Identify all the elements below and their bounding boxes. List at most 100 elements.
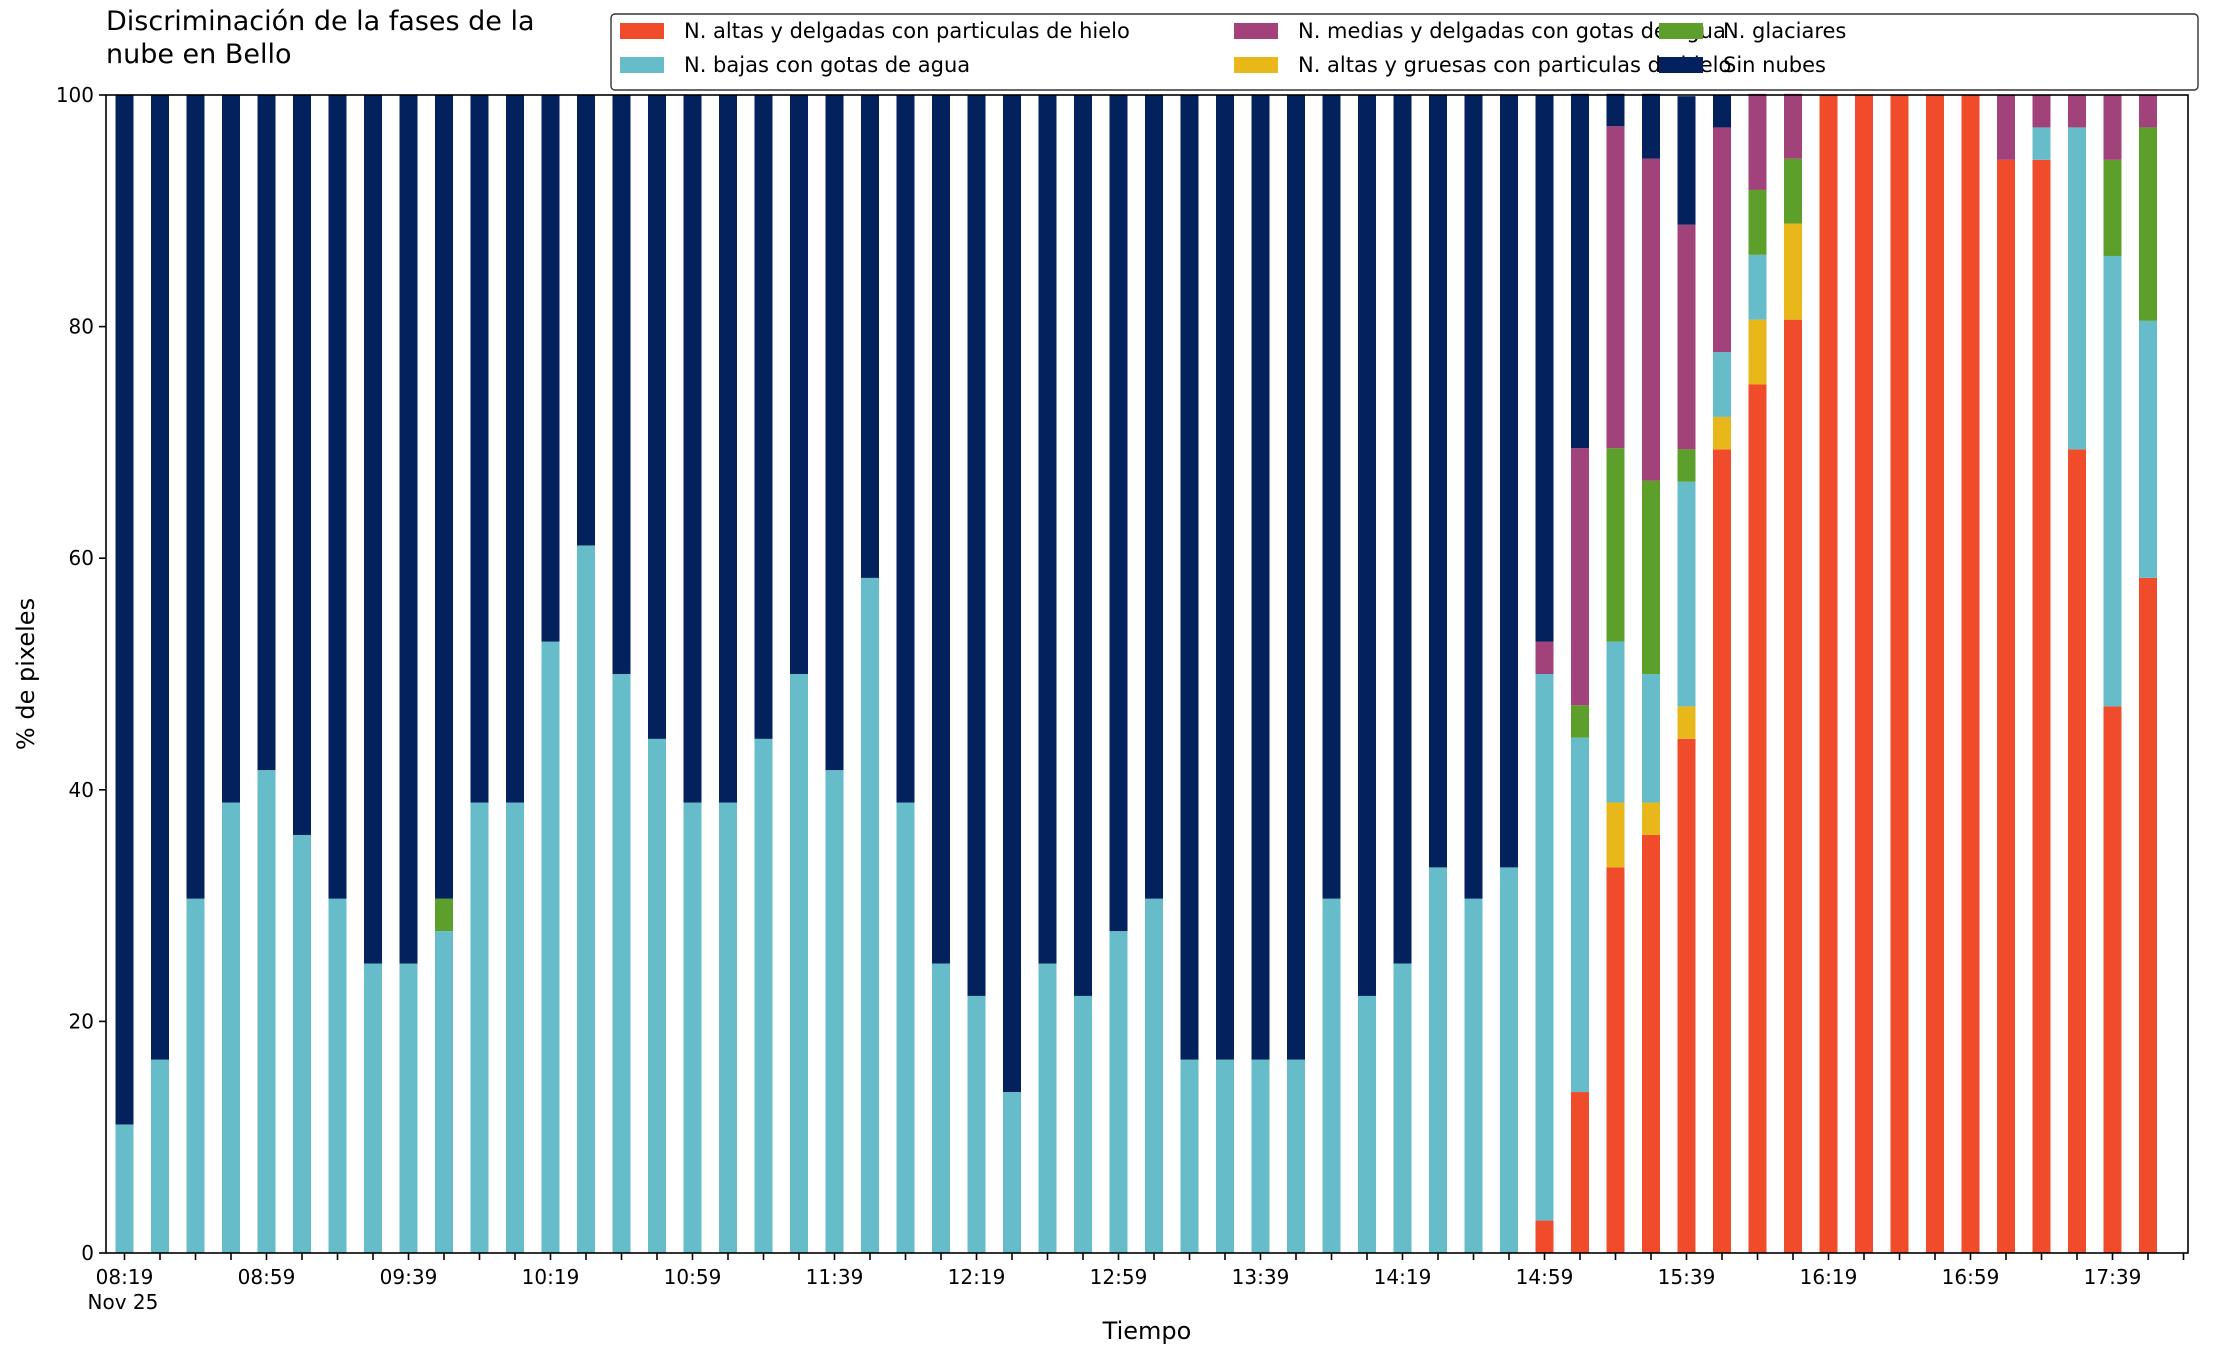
bar-segment xyxy=(1997,95,2015,160)
bar-segment xyxy=(932,963,950,1253)
y-tick-label: 100 xyxy=(56,83,94,107)
bar-segment xyxy=(1997,159,2015,1254)
bar-segment xyxy=(1713,352,1731,417)
bar-segment xyxy=(2068,127,2086,450)
bar-segment xyxy=(1713,95,1731,128)
bar-segment xyxy=(825,95,844,771)
chart-title-line: Discriminación de la fases de la xyxy=(106,6,535,37)
bar-segment xyxy=(1784,93,1802,159)
x-tick-label: 11:39 xyxy=(806,1265,864,1289)
bar-segment xyxy=(1606,802,1625,868)
bar-segment xyxy=(1535,641,1554,674)
x-tick-label: 14:59 xyxy=(1516,1265,1574,1289)
legend-label: N. bajas con gotas de agua xyxy=(684,53,970,77)
bar-segment xyxy=(2103,255,2122,707)
bar-segment xyxy=(1642,802,1660,835)
x-tick-label-line: 12:19 xyxy=(948,1265,1006,1289)
bar-segment xyxy=(1464,898,1483,1253)
legend-label: N. glaciares xyxy=(1723,19,1846,43)
bar-segment xyxy=(1251,95,1270,1060)
bar-segment xyxy=(1677,449,1696,482)
legend-swatch xyxy=(620,23,664,39)
bar-segment xyxy=(648,738,666,1253)
x-tick-label-line: 08:59 xyxy=(238,1265,296,1289)
bar-segment xyxy=(1606,867,1625,1253)
bar-segment xyxy=(293,834,311,1253)
x-tick-label-line: Nov 25 xyxy=(88,1290,159,1314)
bar-segment xyxy=(470,802,489,1253)
x-tick-label: 16:19 xyxy=(1800,1265,1858,1289)
bar-segment xyxy=(1677,738,1696,1253)
bar-segment xyxy=(612,95,631,674)
x-tick-label-line: 15:39 xyxy=(1658,1265,1716,1289)
legend-label: N. medias y delgadas con gotas de agua xyxy=(1298,19,1726,43)
x-axis-label: Tiempo xyxy=(1102,1317,1192,1345)
bar-segment xyxy=(2032,127,2051,160)
bar-segment xyxy=(1145,898,1163,1253)
bar-segment xyxy=(1677,224,1696,450)
bar-segment xyxy=(1180,1059,1199,1253)
x-tick-label-line: 14:19 xyxy=(1374,1265,1432,1289)
bar-segment xyxy=(1251,1059,1270,1253)
x-tick-label: 12:19 xyxy=(948,1265,1006,1289)
x-tick-label: 10:19 xyxy=(522,1265,580,1289)
bar-segment xyxy=(1642,158,1660,481)
bar-segment xyxy=(1855,95,1873,1253)
bar-segment xyxy=(1606,93,1625,127)
bar-segment xyxy=(151,95,169,1060)
x-tick-label-line: 16:19 xyxy=(1800,1265,1858,1289)
legend-swatch xyxy=(1234,57,1278,73)
bar-segment xyxy=(1393,963,1412,1253)
y-tick-label: 40 xyxy=(69,778,94,802)
x-tick-label: 12:59 xyxy=(1090,1265,1148,1289)
bar-segment xyxy=(1109,931,1128,1253)
bar-segment xyxy=(1748,384,1767,1253)
bar-segment xyxy=(1038,963,1057,1253)
bar-segment xyxy=(577,545,595,1253)
bar-segment xyxy=(222,802,240,1253)
chart-title: Discriminación de la fases de la nube en … xyxy=(106,6,535,70)
bar-segment xyxy=(2139,95,2157,128)
bar-segment xyxy=(1926,95,1944,1253)
bar-segment xyxy=(1322,898,1341,1253)
bar-segment xyxy=(1500,867,1518,1253)
bar-segment xyxy=(328,898,347,1253)
bar-segment xyxy=(1677,481,1696,707)
bar-segment xyxy=(1500,95,1518,868)
bar-segment xyxy=(1429,95,1447,868)
bar-segment xyxy=(1606,641,1625,803)
bar-segment xyxy=(1038,95,1057,964)
x-tick-label-line: 12:59 xyxy=(1090,1265,1148,1289)
bar-segment xyxy=(257,770,276,1253)
bar-segment xyxy=(257,95,276,771)
bar-segment xyxy=(719,802,737,1253)
bar-segment xyxy=(2103,95,2122,160)
bar-segment xyxy=(1748,319,1767,385)
x-tick-label-line: 13:39 xyxy=(1232,1265,1290,1289)
bar-segment xyxy=(2068,449,2086,1254)
bar-segment xyxy=(1145,95,1163,899)
x-tick-label: 10:59 xyxy=(664,1265,722,1289)
bar-segment xyxy=(151,1059,169,1253)
bar-segment xyxy=(186,95,205,899)
bar-segment xyxy=(754,738,773,1253)
bar-segment xyxy=(399,963,418,1253)
legend-swatch xyxy=(1659,23,1703,39)
bar-segment xyxy=(506,802,524,1253)
legend-label: Sin nubes xyxy=(1723,53,1826,77)
bar-segment xyxy=(2139,320,2157,578)
bars-layer xyxy=(115,93,2157,1254)
bar-segment xyxy=(1074,95,1092,996)
bar-segment xyxy=(1819,95,1838,1253)
bar-segment xyxy=(1713,449,1731,1254)
bar-segment xyxy=(328,95,347,899)
bar-segment xyxy=(1642,834,1660,1253)
bar-segment xyxy=(506,95,524,803)
bar-segment xyxy=(2103,159,2122,256)
y-axis-label: % de pixeles xyxy=(12,598,40,750)
legend: N. altas y delgadas con particulas de hi… xyxy=(610,13,2199,91)
legend-frame xyxy=(610,13,2199,91)
bar-segment xyxy=(967,995,986,1253)
bar-segment xyxy=(1074,995,1092,1253)
bar-segment xyxy=(1642,480,1660,674)
